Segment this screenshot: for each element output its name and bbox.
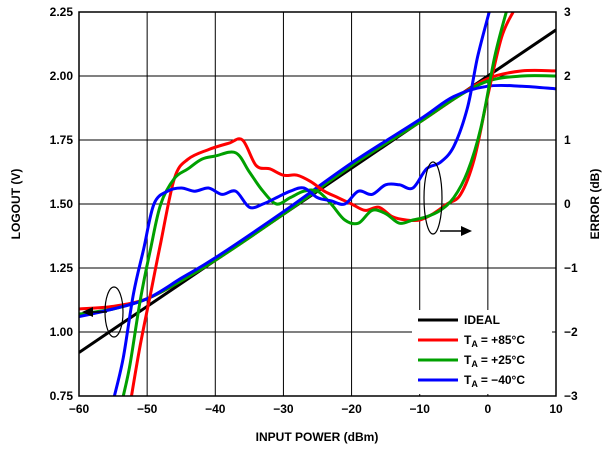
y-left-tick-label: 2.25 xyxy=(50,5,74,19)
legend-label-85c: TA = +85°C xyxy=(464,333,525,349)
y-right-tick-label: 0 xyxy=(564,197,571,211)
series-lines xyxy=(79,12,556,396)
arrowhead-right xyxy=(461,226,472,236)
y-left-tick-label: 0.75 xyxy=(50,389,74,403)
y-left-tick-label: 1.75 xyxy=(50,133,74,147)
logout-line-t-a-40-c xyxy=(79,83,556,319)
annotation-right xyxy=(423,161,472,236)
x-tick-label: −20 xyxy=(341,402,362,416)
x-tick-label: 0 xyxy=(485,402,492,416)
x-tick-label: −50 xyxy=(137,402,158,416)
y-right-tick-label: 2 xyxy=(564,69,571,83)
y-right-tick-label: 1 xyxy=(564,133,571,147)
y-left-axis-title: LOGOUT (V) xyxy=(9,169,23,240)
x-tick-label: −10 xyxy=(410,402,431,416)
y-right-axis-title: ERROR (dB) xyxy=(588,169,602,240)
annotation-left xyxy=(82,286,124,338)
y-right-tick-label: −3 xyxy=(564,389,578,403)
x-tick-label: −40 xyxy=(205,402,226,416)
arrowhead-left xyxy=(82,307,93,317)
y-left-tick-label: 1.25 xyxy=(50,261,74,275)
x-tick-label: −30 xyxy=(273,402,294,416)
x-tick-label: −60 xyxy=(69,402,90,416)
x-tick-label: 10 xyxy=(549,402,563,416)
legend-label-m40c: TA = −40°C xyxy=(464,373,525,389)
y-right-tick-label: −1 xyxy=(564,261,578,275)
tick-labels: −60 −50 −40 −30 −20 −10 0 100.751.001.251.501.7… xyxy=(50,5,578,416)
legend-label-ideal: IDEAL xyxy=(464,313,500,327)
y-right-tick-label: 3 xyxy=(564,5,571,19)
legend-label-25c: TA = +25°C xyxy=(464,353,525,369)
plot-frame xyxy=(78,11,557,397)
y-left-tick-label: 1.50 xyxy=(50,197,74,211)
x-axis-title: INPUT POWER (dBm) xyxy=(256,430,379,444)
legend: IDEAL TA = +85°C TA = +25°C TA = −40°C xyxy=(412,310,552,394)
error-line-t-a-25-c xyxy=(121,12,508,396)
annotation-ellipse-right xyxy=(423,161,443,235)
y-left-tick-label: 1.00 xyxy=(50,325,74,339)
y-right-tick-label: −2 xyxy=(564,325,578,339)
y-left-tick-label: 2.00 xyxy=(50,69,74,83)
